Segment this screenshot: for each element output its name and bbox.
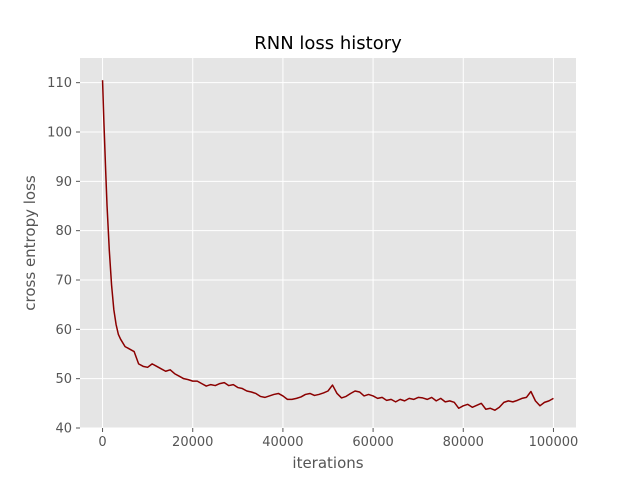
x-axis-ticks: 0 20000 40000 60000 80000 100000 [98,428,578,450]
x-tick-label: 100000 [529,435,579,450]
y-axis-label: cross entropy loss [21,175,39,311]
y-tick-label: 110 [47,76,72,91]
x-tick-label: 40000 [262,435,303,450]
plot-background [80,58,576,428]
y-tick-label: 80 [55,224,72,239]
y-tick-label: 60 [55,323,72,338]
y-axis-ticks: 40 50 60 70 80 90 100 110 [47,76,80,437]
y-tick-label: 100 [47,126,72,141]
grid-lines [80,58,576,429]
x-tick-label: 60000 [352,435,393,450]
series-layer [101,80,554,411]
loss-series-line [101,80,554,411]
x-tick-label: 0 [98,435,106,450]
chart-title: RNN loss history [254,33,402,54]
y-tick-label: 40 [55,422,72,437]
x-tick-label: 20000 [172,435,213,450]
y-tick-label: 90 [55,175,72,190]
x-axis-label: iterations [292,454,363,472]
x-tick-label: 80000 [443,435,484,450]
y-tick-label: 50 [55,372,72,387]
y-tick-label: 70 [55,274,72,289]
